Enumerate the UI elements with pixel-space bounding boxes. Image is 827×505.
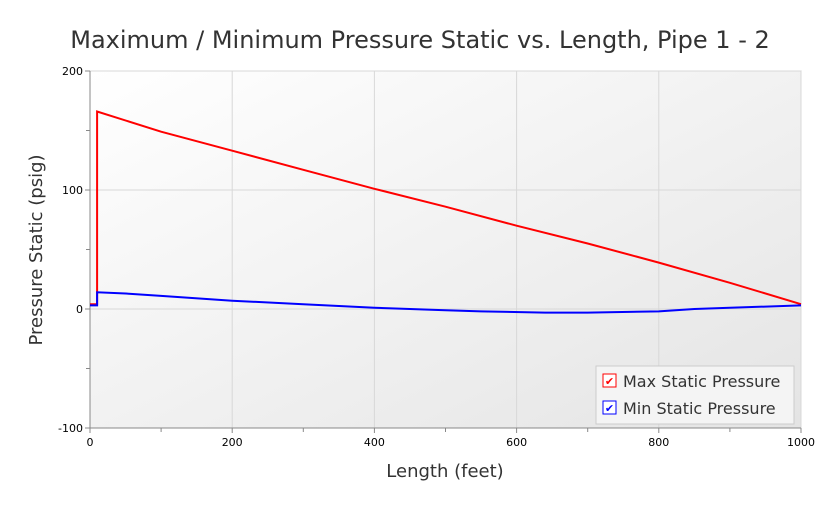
checkbox-icon[interactable] (602, 400, 617, 415)
y-tick-label: 100 (62, 184, 83, 197)
x-tick-label: 600 (506, 436, 527, 449)
legend-label: Max Static Pressure (623, 372, 780, 391)
x-tick-label: 400 (364, 436, 385, 449)
checkbox-icon[interactable] (602, 373, 617, 388)
max-static-pressure-line (90, 110, 802, 306)
y-tick-label: -100 (58, 422, 83, 435)
x-tick-label: 1000 (787, 436, 815, 449)
legend-item-min[interactable]: ✔ Min Static Pressure (602, 399, 776, 418)
chart-title: Maximum / Minimum Pressure Static vs. Le… (70, 26, 770, 54)
check-icon: ✔ (605, 375, 614, 388)
legend-item-max[interactable]: ✔ Max Static Pressure (602, 372, 780, 391)
x-tick-label: 800 (648, 436, 669, 449)
y-tick-label: 0 (76, 303, 83, 316)
check-icon: ✔ (605, 402, 614, 415)
x-tick-label: 0 (87, 436, 94, 449)
min-static-pressure-line (90, 291, 802, 314)
x-tick-label: 200 (222, 436, 243, 449)
y-tick-label: 200 (62, 65, 83, 78)
legend-label: Min Static Pressure (623, 399, 776, 418)
x-axis-label: Length (feet) (386, 461, 503, 482)
legend: ✔ Max Static Pressure ✔ Min Static Press… (595, 365, 795, 425)
y-axis-label: Pressure Static (psig) (26, 154, 47, 345)
